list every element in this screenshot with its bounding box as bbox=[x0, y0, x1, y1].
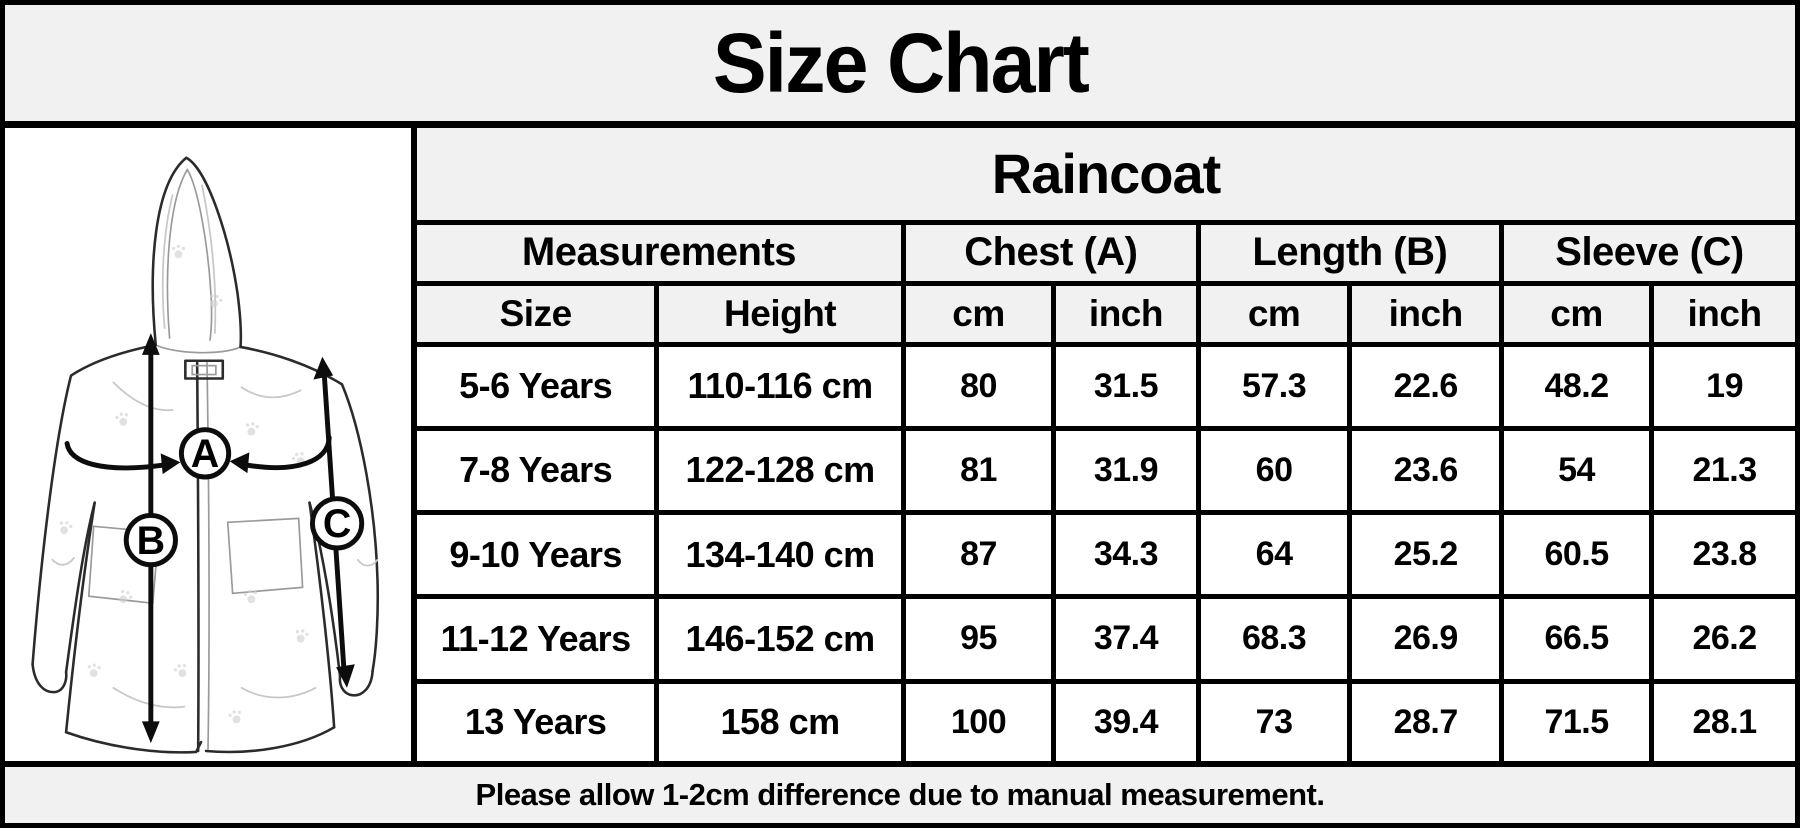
cell-sleeve-cm: 66.5 bbox=[1498, 594, 1655, 684]
cell-length-cm: 64 bbox=[1195, 510, 1353, 600]
cell-sleeve-inch: 26.2 bbox=[1649, 594, 1795, 684]
sub-header-length-inch: inch bbox=[1347, 280, 1504, 347]
cell-sleeve-cm: 48.2 bbox=[1498, 341, 1655, 431]
cell-chest-inch: 34.3 bbox=[1051, 510, 1201, 600]
title-band: Size Chart bbox=[5, 5, 1795, 128]
group-header-sleeve: Sleeve (C) bbox=[1498, 219, 1795, 286]
cell-height: 158 cm bbox=[654, 678, 906, 761]
cell-length-inch: 25.2 bbox=[1347, 510, 1504, 600]
cell-size: 13 Years bbox=[417, 678, 660, 761]
table-area: Raincoat Measurements Chest (A) Length (… bbox=[417, 128, 1795, 761]
cell-length-inch: 26.9 bbox=[1347, 594, 1504, 684]
cell-length-cm: 68.3 bbox=[1195, 594, 1353, 684]
cell-length-inch: 23.6 bbox=[1347, 425, 1504, 516]
group-header-measurements: Measurements bbox=[417, 219, 906, 286]
cell-size: 5-6 Years bbox=[417, 341, 660, 431]
footer-band: Please allow 1-2cm difference due to man… bbox=[5, 761, 1795, 823]
cell-length-cm: 57.3 bbox=[1195, 341, 1353, 431]
cell-height: 134-140 cm bbox=[654, 510, 906, 600]
measurement-disclaimer: Please allow 1-2cm difference due to man… bbox=[475, 777, 1325, 812]
cell-sleeve-cm: 60.5 bbox=[1498, 510, 1655, 600]
table-row: 5-6 Years 110-116 cm 80 31.5 57.3 22.6 4… bbox=[417, 341, 1795, 431]
sub-header-size: Size bbox=[417, 280, 660, 347]
cell-chest-cm: 80 bbox=[900, 341, 1057, 431]
cell-length-inch: 22.6 bbox=[1347, 341, 1504, 431]
sub-header-height: Height bbox=[654, 280, 906, 347]
cell-chest-cm: 87 bbox=[900, 510, 1057, 600]
cell-chest-inch: 31.9 bbox=[1051, 425, 1201, 516]
sub-header-chest-inch: inch bbox=[1051, 280, 1201, 347]
sub-header-sleeve-inch: inch bbox=[1649, 280, 1795, 347]
table-row: 11-12 Years 146-152 cm 95 37.4 68.3 26.9… bbox=[417, 594, 1795, 684]
cell-chest-inch: 39.4 bbox=[1051, 678, 1201, 761]
chest-label: A bbox=[191, 432, 219, 476]
cell-sleeve-cm: 54 bbox=[1498, 425, 1655, 516]
group-header-chest: Chest (A) bbox=[900, 219, 1201, 286]
cell-chest-inch: 37.4 bbox=[1051, 594, 1201, 684]
cell-length-inch: 28.7 bbox=[1347, 678, 1504, 761]
sleeve-label: C bbox=[323, 502, 351, 546]
cell-chest-cm: 100 bbox=[900, 678, 1057, 761]
main-area: A B C bbox=[5, 128, 1795, 761]
cell-sleeve-cm: 71.5 bbox=[1498, 678, 1655, 761]
paw-print-pattern bbox=[56, 244, 310, 726]
page-title: Size Chart bbox=[712, 16, 1089, 110]
chest-label-badge: A bbox=[178, 427, 232, 480]
cell-size: 9-10 Years bbox=[417, 510, 660, 600]
cell-sleeve-inch: 19 bbox=[1649, 341, 1795, 431]
chest-arrow bbox=[64, 435, 332, 475]
cell-height: 110-116 cm bbox=[654, 341, 906, 431]
cell-sleeve-inch: 28.1 bbox=[1649, 678, 1795, 761]
length-label-badge: B bbox=[123, 512, 178, 568]
sub-header-row: Size Height cm inch cm inch cm inch bbox=[417, 280, 1795, 347]
cell-size: 11-12 Years bbox=[417, 594, 660, 684]
group-header-length: Length (B) bbox=[1195, 219, 1504, 286]
product-title: Raincoat bbox=[417, 128, 1795, 225]
cell-height: 122-128 cm bbox=[654, 425, 906, 516]
cell-chest-cm: 95 bbox=[900, 594, 1057, 684]
cell-height: 146-152 cm bbox=[654, 594, 906, 684]
sub-header-sleeve-cm: cm bbox=[1498, 280, 1655, 347]
raincoat-measurement-diagram: A B C bbox=[31, 156, 380, 754]
size-table: Raincoat Measurements Chest (A) Length (… bbox=[417, 128, 1795, 761]
table-row: 7-8 Years 122-128 cm 81 31.9 60 23.6 54 … bbox=[417, 425, 1795, 516]
cell-sleeve-inch: 23.8 bbox=[1649, 510, 1795, 600]
figure-panel: A B C bbox=[5, 128, 417, 761]
sub-header-length-cm: cm bbox=[1195, 280, 1353, 347]
length-label: B bbox=[137, 519, 165, 563]
cell-chest-inch: 31.5 bbox=[1051, 341, 1201, 431]
cell-chest-cm: 81 bbox=[900, 425, 1057, 516]
table-row: 9-10 Years 134-140 cm 87 34.3 64 25.2 60… bbox=[417, 510, 1795, 600]
sub-header-chest-cm: cm bbox=[900, 280, 1057, 347]
cell-sleeve-inch: 21.3 bbox=[1649, 425, 1795, 516]
column-group-row: Measurements Chest (A) Length (B) Sleeve… bbox=[417, 219, 1795, 286]
sleeve-label-badge: C bbox=[309, 496, 365, 551]
table-row: 13 Years 158 cm 100 39.4 73 28.7 71.5 28… bbox=[417, 678, 1795, 761]
cell-size: 7-8 Years bbox=[417, 425, 660, 516]
cell-length-cm: 60 bbox=[1195, 425, 1353, 516]
cell-length-cm: 73 bbox=[1195, 678, 1353, 761]
product-header-row: Raincoat bbox=[417, 128, 1795, 225]
